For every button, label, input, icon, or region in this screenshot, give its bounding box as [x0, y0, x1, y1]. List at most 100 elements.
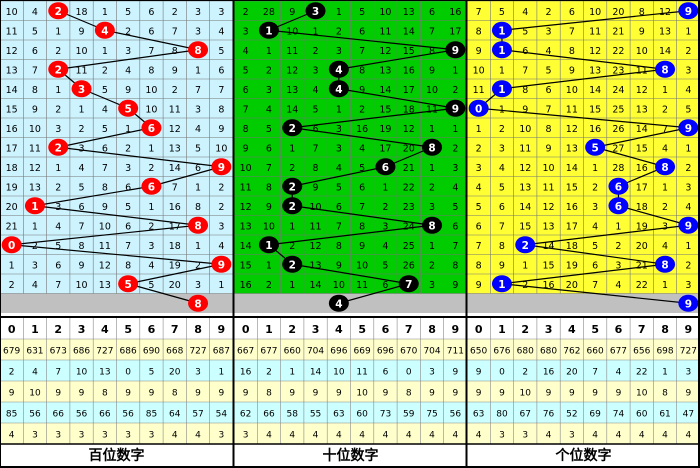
cell-value: 8: [243, 124, 249, 135]
stats-value: 16: [240, 368, 252, 378]
cell-value: 3: [32, 260, 38, 271]
cell-value: 2: [79, 124, 85, 135]
stats-value: 727: [189, 347, 206, 357]
cell-value: 8: [125, 260, 131, 271]
stats-value: 9: [218, 389, 224, 399]
cell-value: 8: [218, 104, 224, 115]
trend-ball: [282, 119, 303, 137]
cell-value: 1: [195, 241, 201, 252]
stats-value: 74: [613, 410, 625, 420]
cell-value: 9: [522, 104, 528, 115]
stats-value: 3: [149, 431, 155, 441]
cell-value: 1: [55, 26, 61, 37]
cell-value: 9: [102, 202, 108, 213]
stats-value: 9: [125, 389, 131, 399]
cell-value: 22: [636, 280, 648, 291]
stats-value: 1: [662, 368, 668, 378]
cell-value: 10: [589, 7, 601, 18]
stats-value: 696: [330, 347, 347, 357]
stats-value: 1: [218, 368, 224, 378]
trend-segment: [34, 205, 199, 226]
cell-value: 6: [499, 202, 505, 213]
cell-value: 19: [379, 124, 391, 135]
trend-ball: [211, 255, 232, 273]
trend-ball: [422, 138, 443, 156]
cell-value: 13: [403, 7, 415, 18]
trend-ball: [188, 294, 209, 312]
cell-value: 4: [662, 143, 668, 154]
stats-value: 3: [499, 431, 505, 441]
cell-value: 2: [55, 182, 61, 193]
cell-value: 4: [359, 143, 365, 154]
cell-value: 10: [215, 143, 227, 154]
stats-value: 4: [546, 431, 552, 441]
trend-segment: [268, 224, 433, 246]
trend-ball: [678, 294, 699, 312]
stats-value: 64: [169, 410, 181, 420]
cell-value: 8: [102, 182, 108, 193]
cell-value: 2: [55, 104, 61, 115]
cell-value: 4: [382, 241, 388, 252]
cell-value: 7: [55, 280, 61, 291]
cell-value: 5: [359, 163, 365, 174]
cell-value: 12: [543, 202, 555, 213]
cell-value: 15: [566, 182, 578, 193]
cell-value: 3: [336, 46, 342, 57]
stats-value: 680: [540, 347, 557, 357]
cell-value: 10: [6, 7, 18, 18]
trend-ball: [211, 158, 232, 176]
cell-value: 7: [32, 65, 38, 76]
stats-value: 727: [680, 347, 697, 357]
cell-value: 14: [286, 104, 298, 115]
cell-value: 1: [79, 104, 85, 115]
stats-value: 66: [99, 410, 111, 420]
cell-value: 18: [76, 7, 88, 18]
trend-ball-label: 8: [428, 142, 435, 154]
cell-value: 5: [685, 104, 691, 115]
digit-header: 2: [54, 323, 62, 336]
trend-segment: [525, 224, 689, 246]
cell-value: 2: [148, 163, 154, 174]
cell-value: 6: [476, 221, 482, 232]
cell-value: 24: [612, 85, 624, 96]
trend-ball-label: 1: [498, 45, 505, 57]
cell-value: 2: [125, 143, 131, 154]
cell-value: 6: [546, 85, 552, 96]
cell-value: 21: [403, 163, 415, 174]
cell-value: 6: [359, 182, 365, 193]
cell-value: 2: [102, 65, 108, 76]
stats-value: 85: [146, 410, 157, 420]
trend-segment: [292, 166, 386, 187]
stats-value: 676: [493, 347, 510, 357]
digit-header: 5: [358, 323, 366, 336]
cell-value: 13: [99, 280, 111, 291]
cell-value: 6: [32, 46, 38, 57]
cell-value: 8: [266, 182, 272, 193]
cell-value: 6: [382, 280, 388, 291]
trend-ball-label: 5: [591, 142, 598, 154]
cell-value: 8: [359, 65, 365, 76]
cell-value: 10: [76, 280, 88, 291]
cell-value: 4: [522, 7, 528, 18]
trend-ball-label: 3: [312, 6, 319, 18]
stats-value: 75: [426, 410, 437, 420]
cell-value: 3: [685, 280, 691, 291]
trend-ball: [48, 2, 69, 20]
cell-value: 2: [452, 85, 458, 96]
cell-value: 3: [452, 163, 458, 174]
stats-value: 3: [125, 431, 131, 441]
cell-value: 4: [102, 104, 108, 115]
cell-value: 2: [546, 7, 552, 18]
cell-value: 20: [566, 280, 578, 291]
cell-value: 1: [266, 260, 272, 271]
stats-value: 9: [476, 389, 482, 399]
cell-value: 5: [195, 143, 201, 154]
cell-value: 4: [148, 260, 154, 271]
cell-value: 7: [569, 26, 575, 37]
cell-value: 1: [662, 182, 668, 193]
trend-segment: [338, 49, 456, 70]
cell-value: 3: [125, 46, 131, 57]
stats-value: 687: [213, 347, 230, 357]
cell-value: 1: [289, 143, 295, 154]
